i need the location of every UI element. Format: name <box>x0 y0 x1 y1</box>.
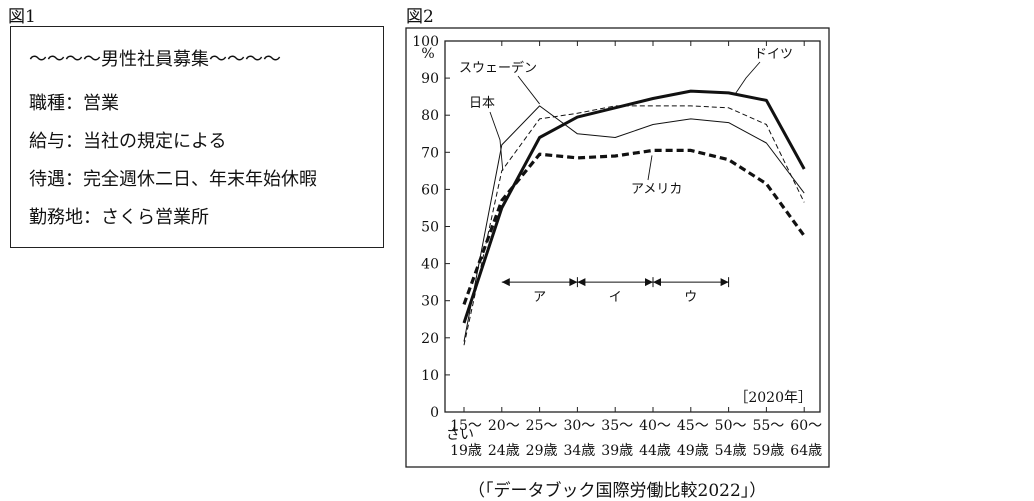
x-tick-label: 50～ <box>715 418 747 434</box>
x-tick-label: 39歳 <box>601 443 633 459</box>
y-tick-label: 20 <box>421 331 439 347</box>
arrowhead <box>645 278 653 286</box>
x-tick-label: 54歳 <box>715 443 747 459</box>
leader-line <box>735 62 760 95</box>
arrowhead <box>577 278 585 286</box>
y-tick-label: 90 <box>421 71 439 87</box>
year-note: ［2020年］ <box>734 390 812 406</box>
y-tick-label: 70 <box>421 145 439 161</box>
arrowhead <box>569 278 577 286</box>
x-tick-label: 64歳 <box>790 443 822 459</box>
x-tick-label: 45～ <box>677 418 709 434</box>
y-tick-label: 80 <box>421 108 439 124</box>
series-label: スウェーデン <box>459 60 537 76</box>
series-line <box>464 106 804 345</box>
x-tick-label: 20～ <box>488 418 520 434</box>
series-label: ドイツ <box>754 47 793 62</box>
y-tick-label: 50 <box>421 220 439 236</box>
series-label: アメリカ <box>631 182 682 197</box>
y-tick-label: 60 <box>421 182 439 198</box>
x-tick-label: 24歳 <box>488 443 520 459</box>
y-tick-label: 40 <box>421 257 439 273</box>
series-label: 日本 <box>469 96 495 111</box>
x-tick-label: 29歳 <box>526 443 558 459</box>
x-tick-label: 60～ <box>790 418 822 434</box>
y-tick-label: 10 <box>421 368 439 384</box>
range-label: ウ <box>684 290 697 305</box>
x-tick-label: 19歳 <box>450 443 482 459</box>
arrowhead <box>653 278 661 286</box>
leader-line <box>648 155 652 180</box>
x-tick-label: 40～ <box>639 418 671 434</box>
series-line <box>464 150 804 304</box>
y-tick-label: 30 <box>421 294 439 310</box>
arrowhead <box>721 278 729 286</box>
range-label: ア <box>533 290 546 305</box>
x-tick-label: 59歳 <box>752 443 784 459</box>
leader-line <box>518 76 540 104</box>
x-tick-label: 35～ <box>601 418 633 434</box>
x-tick-label: 34歳 <box>563 443 595 459</box>
x-tick-label: 55～ <box>752 418 784 434</box>
x-tick-label: 25～ <box>526 418 558 434</box>
x-tick-label: 49歳 <box>677 443 709 459</box>
furigana: さい <box>446 427 474 443</box>
series-line <box>464 106 804 342</box>
range-label: イ <box>609 290 622 305</box>
y-tick-label: 0 <box>430 405 439 421</box>
chart-source: （「データブック国際労働比較2022」） <box>468 476 766 501</box>
arrowhead <box>502 278 510 286</box>
y-axis-unit: % <box>421 46 434 62</box>
x-tick-label: 44歳 <box>639 443 671 459</box>
x-tick-label: 30～ <box>563 418 595 434</box>
leader-line <box>490 112 503 171</box>
series-line <box>464 91 804 323</box>
plot-area <box>445 41 820 412</box>
